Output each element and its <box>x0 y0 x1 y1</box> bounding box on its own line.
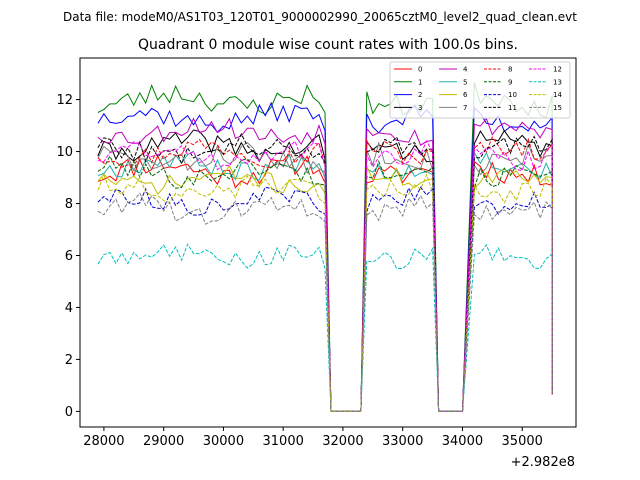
series-line-3 <box>97 129 553 412</box>
legend-label-0: 0 <box>418 66 422 74</box>
x-offset-label: +2.982e8 <box>511 455 575 470</box>
series-line-11 <box>97 132 553 412</box>
series-line-9 <box>97 155 553 412</box>
x-tick-label-33000: 33000 <box>382 434 423 449</box>
y-tick-label-2: 2 <box>65 353 73 368</box>
x-tick-label-35000: 35000 <box>502 434 543 449</box>
plot-area: 28000 29000 30000 31000 32000 33000 34000 35000… <box>56 57 577 449</box>
legend-label-8: 8 <box>508 66 512 74</box>
legend-label-1: 1 <box>418 78 422 86</box>
figure-suptitle: Data file: modeM0/AS1T03_120T01_90000029… <box>63 10 577 24</box>
y-tick-label-0: 0 <box>65 405 73 420</box>
legend-label-3: 3 <box>418 104 422 112</box>
x-tick-label-30000: 30000 <box>203 434 244 449</box>
plot-frame <box>79 57 577 428</box>
series-line-12 <box>97 139 553 412</box>
x-tick-label-28000: 28000 <box>83 434 124 449</box>
series-line-7 <box>97 141 553 412</box>
series-line-15 <box>97 192 553 412</box>
chart-title: Quadrant 0 module wise count rates with … <box>138 37 518 53</box>
y-tick-label-12: 12 <box>56 93 73 108</box>
legend-label-11: 11 <box>508 104 517 112</box>
legend-label-5: 5 <box>463 78 467 86</box>
y-tick-label-10: 10 <box>56 145 73 160</box>
legend-label-10: 10 <box>508 91 517 99</box>
legend-label-9: 9 <box>508 78 512 86</box>
series-line-10 <box>97 186 553 412</box>
series-lines <box>97 82 553 412</box>
legend-label-14: 14 <box>553 91 562 99</box>
y-tick-label-6: 6 <box>65 249 73 264</box>
legend-label-7: 7 <box>463 104 467 112</box>
x-tick-label-32000: 32000 <box>322 434 363 449</box>
series-line-14 <box>97 173 553 412</box>
series-line-6 <box>97 164 553 412</box>
y-tick-label-8: 8 <box>65 197 73 212</box>
series-line-8 <box>97 136 553 412</box>
series-line-4 <box>97 117 553 412</box>
x-tick-label-31000: 31000 <box>263 434 304 449</box>
x-tick-label-34000: 34000 <box>442 434 483 449</box>
y-tick-label-4: 4 <box>65 301 73 316</box>
series-line-0 <box>97 152 553 412</box>
legend-label-4: 4 <box>463 66 468 74</box>
legend-box <box>389 61 571 119</box>
legend-label-13: 13 <box>553 78 562 86</box>
series-line-2 <box>97 101 553 412</box>
legend-label-15: 15 <box>553 104 562 112</box>
legend-label-2: 2 <box>418 91 422 99</box>
legend-label-6: 6 <box>463 91 468 99</box>
legend-label-12: 12 <box>553 66 562 74</box>
series-line-13 <box>97 243 553 412</box>
x-tick-label-29000: 29000 <box>143 434 184 449</box>
